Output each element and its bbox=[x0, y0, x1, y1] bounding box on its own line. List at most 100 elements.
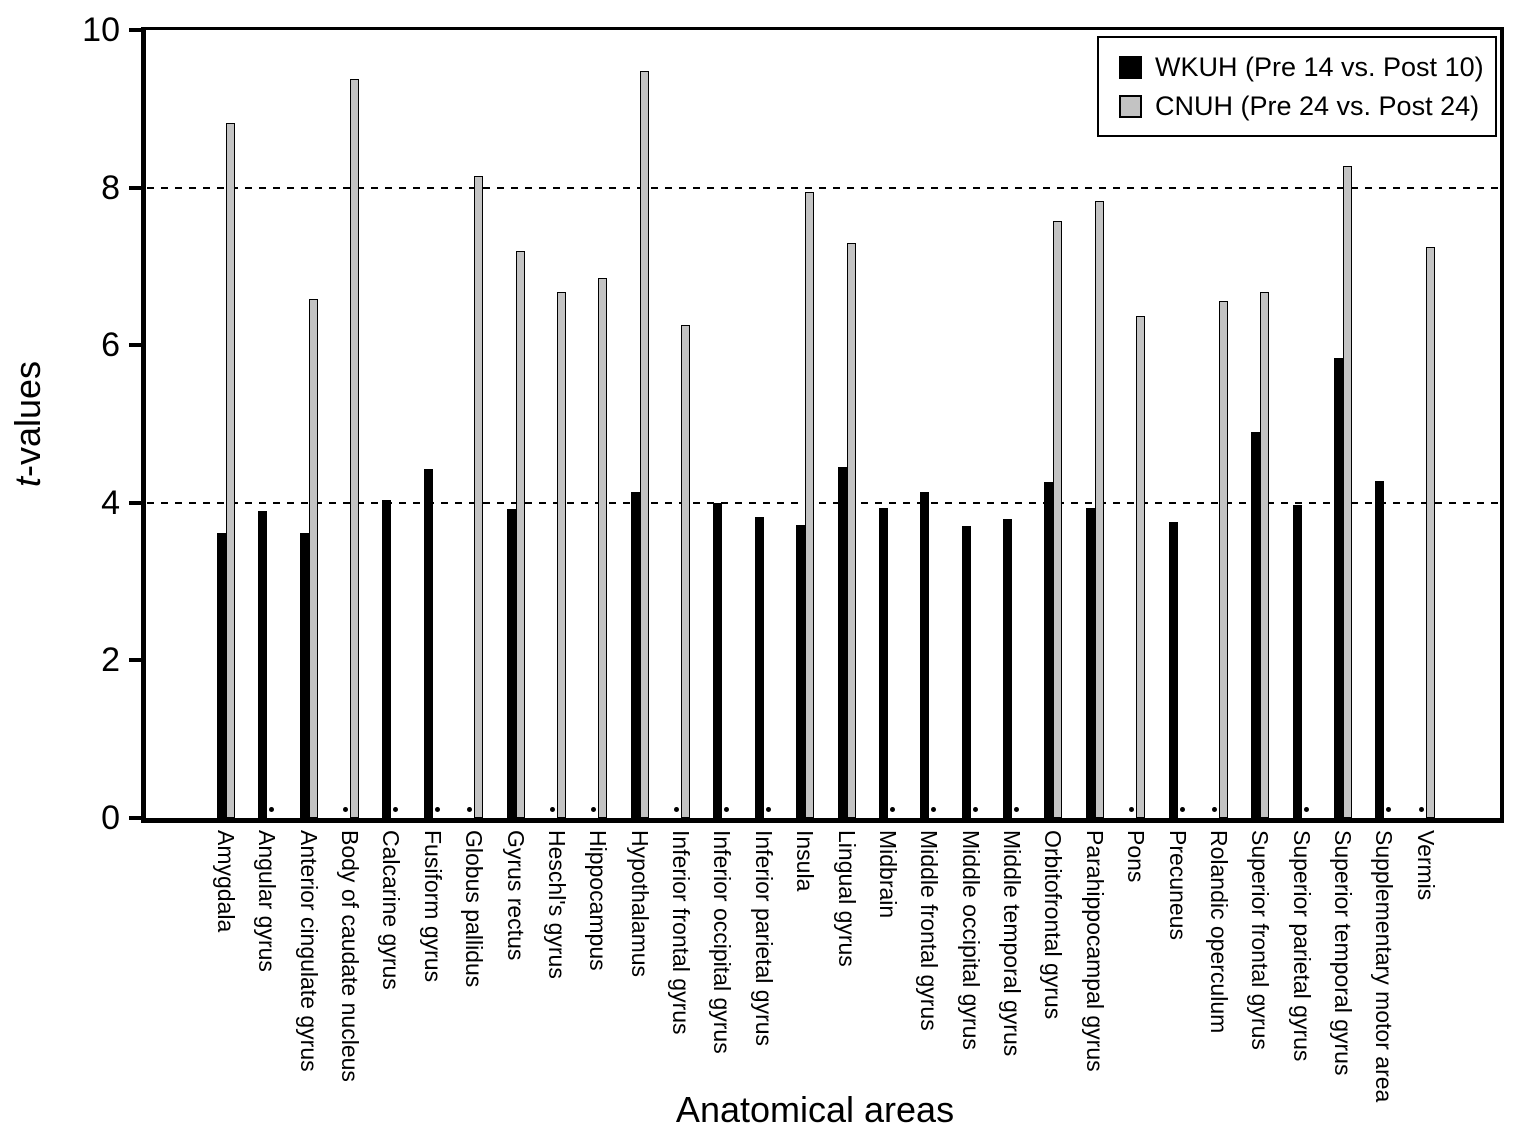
legend-label-wkuh: WKUH (Pre 14 vs. Post 10) bbox=[1155, 52, 1484, 82]
y-tick-mark bbox=[129, 500, 142, 505]
null-marker-dot-wkuh-pons bbox=[1129, 807, 1135, 812]
gridline-y-8 bbox=[147, 186, 1500, 189]
x-category-label-middle-frontal-gyrus: Middle frontal gyrus bbox=[916, 830, 943, 1031]
y-tick-label: 10 bbox=[82, 11, 120, 49]
legend-item-cnuh: CNUH (Pre 24 vs. Post 24) bbox=[1119, 91, 1495, 121]
x-category-label-midbrain: Midbrain bbox=[874, 830, 901, 919]
x-category-label-inferior-parietal-gyrus: Inferior parietal gyrus bbox=[750, 830, 777, 1047]
x-category-label-globus-pallidus: Globus pallidus bbox=[461, 830, 488, 988]
null-marker-dot-cnuh-angular-gyrus bbox=[269, 807, 275, 812]
y-axis-title-rest: -values bbox=[7, 360, 48, 478]
x-category-label-superior-parietal-gyrus: Superior parietal gyrus bbox=[1288, 830, 1315, 1062]
bar-cnuh-inferior-frontal-gyrus bbox=[681, 325, 691, 818]
legend-item-wkuh: WKUH (Pre 14 vs. Post 10) bbox=[1119, 52, 1495, 82]
null-marker-dot-wkuh-vermis bbox=[1418, 807, 1424, 812]
bar-cnuh-anterior-cingulate-gyrus bbox=[308, 299, 318, 818]
x-category-label-anterior-cingulate-gyrus: Anterior cingulate gyrus bbox=[295, 830, 322, 1072]
null-marker-dot-cnuh-fusiform-gyrus bbox=[434, 807, 440, 812]
bar-cnuh-superior-frontal-gyrus bbox=[1260, 292, 1270, 818]
x-category-label-superior-temporal-gyrus: Superior temporal gyrus bbox=[1329, 830, 1356, 1076]
null-marker-dot-wkuh-inferior-frontal-gyrus bbox=[674, 807, 680, 812]
bar-wkuh-anterior-cingulate-gyrus bbox=[299, 533, 309, 818]
x-category-label-angular-gyrus: Angular gyrus bbox=[254, 830, 281, 972]
bar-cnuh-heschl-s-gyrus bbox=[556, 292, 566, 818]
null-marker-dot-cnuh-calcarine-gyrus bbox=[393, 807, 399, 812]
y-tick-mark bbox=[129, 816, 142, 820]
x-category-label-heschl-s-gyrus: Heschl's gyrus bbox=[543, 830, 570, 979]
bar-wkuh-gyrus-rectus bbox=[506, 509, 516, 818]
y-axis-line bbox=[141, 27, 146, 823]
x-category-label-fusiform-gyrus: Fusiform gyrus bbox=[419, 830, 446, 983]
legend-label-cnuh: CNUH (Pre 24 vs. Post 24) bbox=[1155, 91, 1480, 121]
bar-wkuh-fusiform-gyrus bbox=[423, 469, 433, 818]
bar-wkuh-lingual-gyrus bbox=[837, 467, 847, 818]
bar-cnuh-hypothalamus bbox=[639, 71, 649, 818]
null-marker-dot-wkuh-rolandic-operculum bbox=[1211, 807, 1217, 812]
bar-cnuh-rolandic-operculum bbox=[1218, 301, 1228, 818]
null-marker-dot-cnuh-midbrain bbox=[889, 807, 895, 812]
y-tick-mark bbox=[129, 28, 142, 32]
x-category-label-supplementary-motor-area: Supplementary motor area bbox=[1371, 830, 1398, 1103]
x-category-label-middle-occipital-gyrus: Middle occipital gyrus bbox=[957, 830, 984, 1050]
bar-cnuh-gyrus-rectus bbox=[515, 251, 525, 818]
x-category-label-insula: Insula bbox=[792, 830, 819, 892]
gridline-y-4 bbox=[147, 501, 1500, 504]
null-marker-dot-cnuh-middle-occipital-gyrus bbox=[972, 807, 978, 812]
bar-wkuh-superior-parietal-gyrus bbox=[1292, 505, 1302, 818]
x-category-label-orbitofrontal-gyrus: Orbitofrontal gyrus bbox=[1040, 830, 1067, 1020]
null-marker-dot-cnuh-superior-parietal-gyrus bbox=[1303, 807, 1309, 812]
bar-cnuh-amygdala bbox=[226, 123, 235, 818]
bar-cnuh-vermis bbox=[1425, 247, 1435, 818]
x-category-label-body-of-caudate-nucleus: Body of caudate nucleus bbox=[337, 830, 364, 1082]
x-category-label-gyrus-rectus: Gyrus rectus bbox=[502, 830, 529, 961]
bar-wkuh-middle-occipital-gyrus bbox=[961, 526, 971, 818]
bar-wkuh-midbrain bbox=[878, 508, 888, 818]
bar-wkuh-amygdala bbox=[217, 533, 226, 818]
x-category-label-inferior-frontal-gyrus: Inferior frontal gyrus bbox=[668, 830, 695, 1035]
y-tick-label: 6 bbox=[101, 326, 120, 365]
bar-wkuh-angular-gyrus bbox=[258, 511, 268, 818]
null-marker-dot-cnuh-precuneus bbox=[1179, 807, 1185, 812]
x-category-label-lingual-gyrus: Lingual gyrus bbox=[833, 830, 860, 967]
legend-swatch-cnuh bbox=[1119, 94, 1142, 118]
bar-wkuh-orbitofrontal-gyrus bbox=[1044, 482, 1054, 818]
plot-top-border bbox=[141, 27, 1504, 30]
bar-cnuh-body-of-caudate-nucleus bbox=[350, 79, 360, 818]
bar-wkuh-insula bbox=[796, 525, 806, 818]
x-category-label-rolandic-operculum: Rolandic operculum bbox=[1205, 830, 1232, 1034]
bar-wkuh-parahippocampal-gyrus bbox=[1085, 508, 1095, 818]
bar-wkuh-middle-temporal-gyrus bbox=[1003, 519, 1013, 818]
y-tick-label: 4 bbox=[101, 483, 120, 522]
bar-wkuh-hypothalamus bbox=[630, 492, 640, 818]
legend: WKUH (Pre 14 vs. Post 10) CNUH (Pre 24 v… bbox=[1097, 36, 1497, 137]
x-axis-line bbox=[141, 818, 1504, 823]
x-category-label-pons: Pons bbox=[1123, 830, 1150, 883]
bar-cnuh-pons bbox=[1136, 316, 1146, 818]
null-marker-dot-wkuh-hippocampus bbox=[591, 807, 597, 812]
x-category-label-parahippocampal-gyrus: Parahippocampal gyrus bbox=[1081, 830, 1108, 1072]
x-category-label-middle-temporal-gyrus: Middle temporal gyrus bbox=[999, 830, 1026, 1057]
bar-cnuh-globus-pallidus bbox=[474, 176, 484, 818]
y-tick-label: 0 bbox=[101, 799, 120, 837]
y-tick-mark bbox=[129, 185, 142, 190]
bar-wkuh-supplementary-motor-area bbox=[1375, 481, 1385, 818]
x-category-label-calcarine-gyrus: Calcarine gyrus bbox=[378, 830, 405, 990]
null-marker-dot-wkuh-body-of-caudate-nucleus bbox=[343, 807, 349, 812]
bar-cnuh-orbitofrontal-gyrus bbox=[1053, 221, 1063, 818]
bar-wkuh-superior-temporal-gyrus bbox=[1333, 358, 1343, 818]
legend-swatch-wkuh bbox=[1119, 55, 1142, 79]
bar-wkuh-inferior-parietal-gyrus bbox=[754, 517, 764, 818]
bar-cnuh-superior-temporal-gyrus bbox=[1342, 166, 1352, 818]
y-tick-label: 2 bbox=[101, 641, 120, 680]
x-category-label-vermis: Vermis bbox=[1412, 830, 1439, 901]
null-marker-dot-cnuh-middle-temporal-gyrus bbox=[1014, 807, 1020, 812]
plot-right-border bbox=[1500, 27, 1504, 823]
bar-wkuh-superior-frontal-gyrus bbox=[1251, 432, 1261, 818]
y-axis-title: t-values bbox=[7, 361, 49, 487]
null-marker-dot-cnuh-inferior-parietal-gyrus bbox=[765, 807, 771, 812]
x-category-label-amygdala: Amygdala bbox=[213, 830, 239, 933]
bar-wkuh-precuneus bbox=[1168, 522, 1178, 818]
y-tick-mark bbox=[129, 343, 142, 348]
bar-cnuh-hippocampus bbox=[598, 278, 608, 818]
